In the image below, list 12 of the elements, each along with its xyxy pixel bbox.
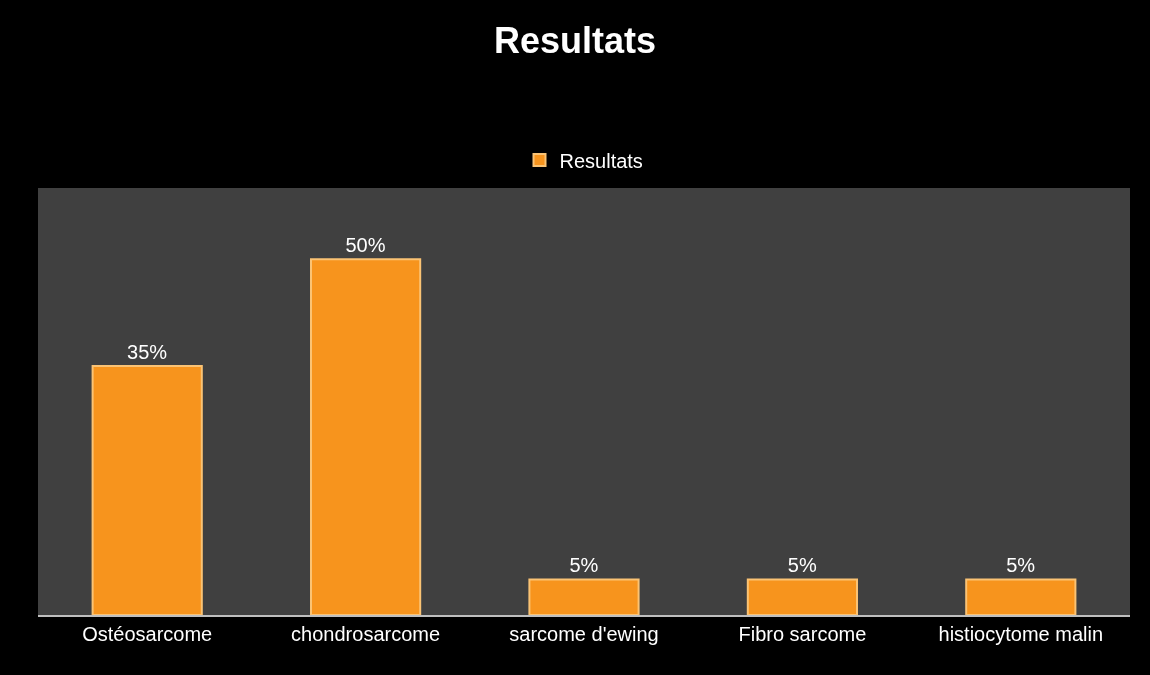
- data-label: 5%: [1006, 554, 1036, 577]
- x-tick-label: sarcome d'ewing: [509, 623, 659, 645]
- data-label: 5%: [569, 554, 599, 577]
- x-tick-label: histiocytome malin: [938, 623, 1104, 645]
- legend-label: Resultats: [559, 149, 643, 172]
- chart-title: Resultats: [493, 20, 657, 62]
- x-tick-label: Ostéosarcome: [82, 623, 213, 645]
- data-label: 5%: [787, 554, 817, 577]
- data-label: 50%: [345, 234, 386, 257]
- data-label: 35%: [127, 340, 168, 363]
- x-tick-label: Fibro sarcome: [738, 623, 867, 645]
- x-tick-label: chondrosarcome: [291, 623, 441, 645]
